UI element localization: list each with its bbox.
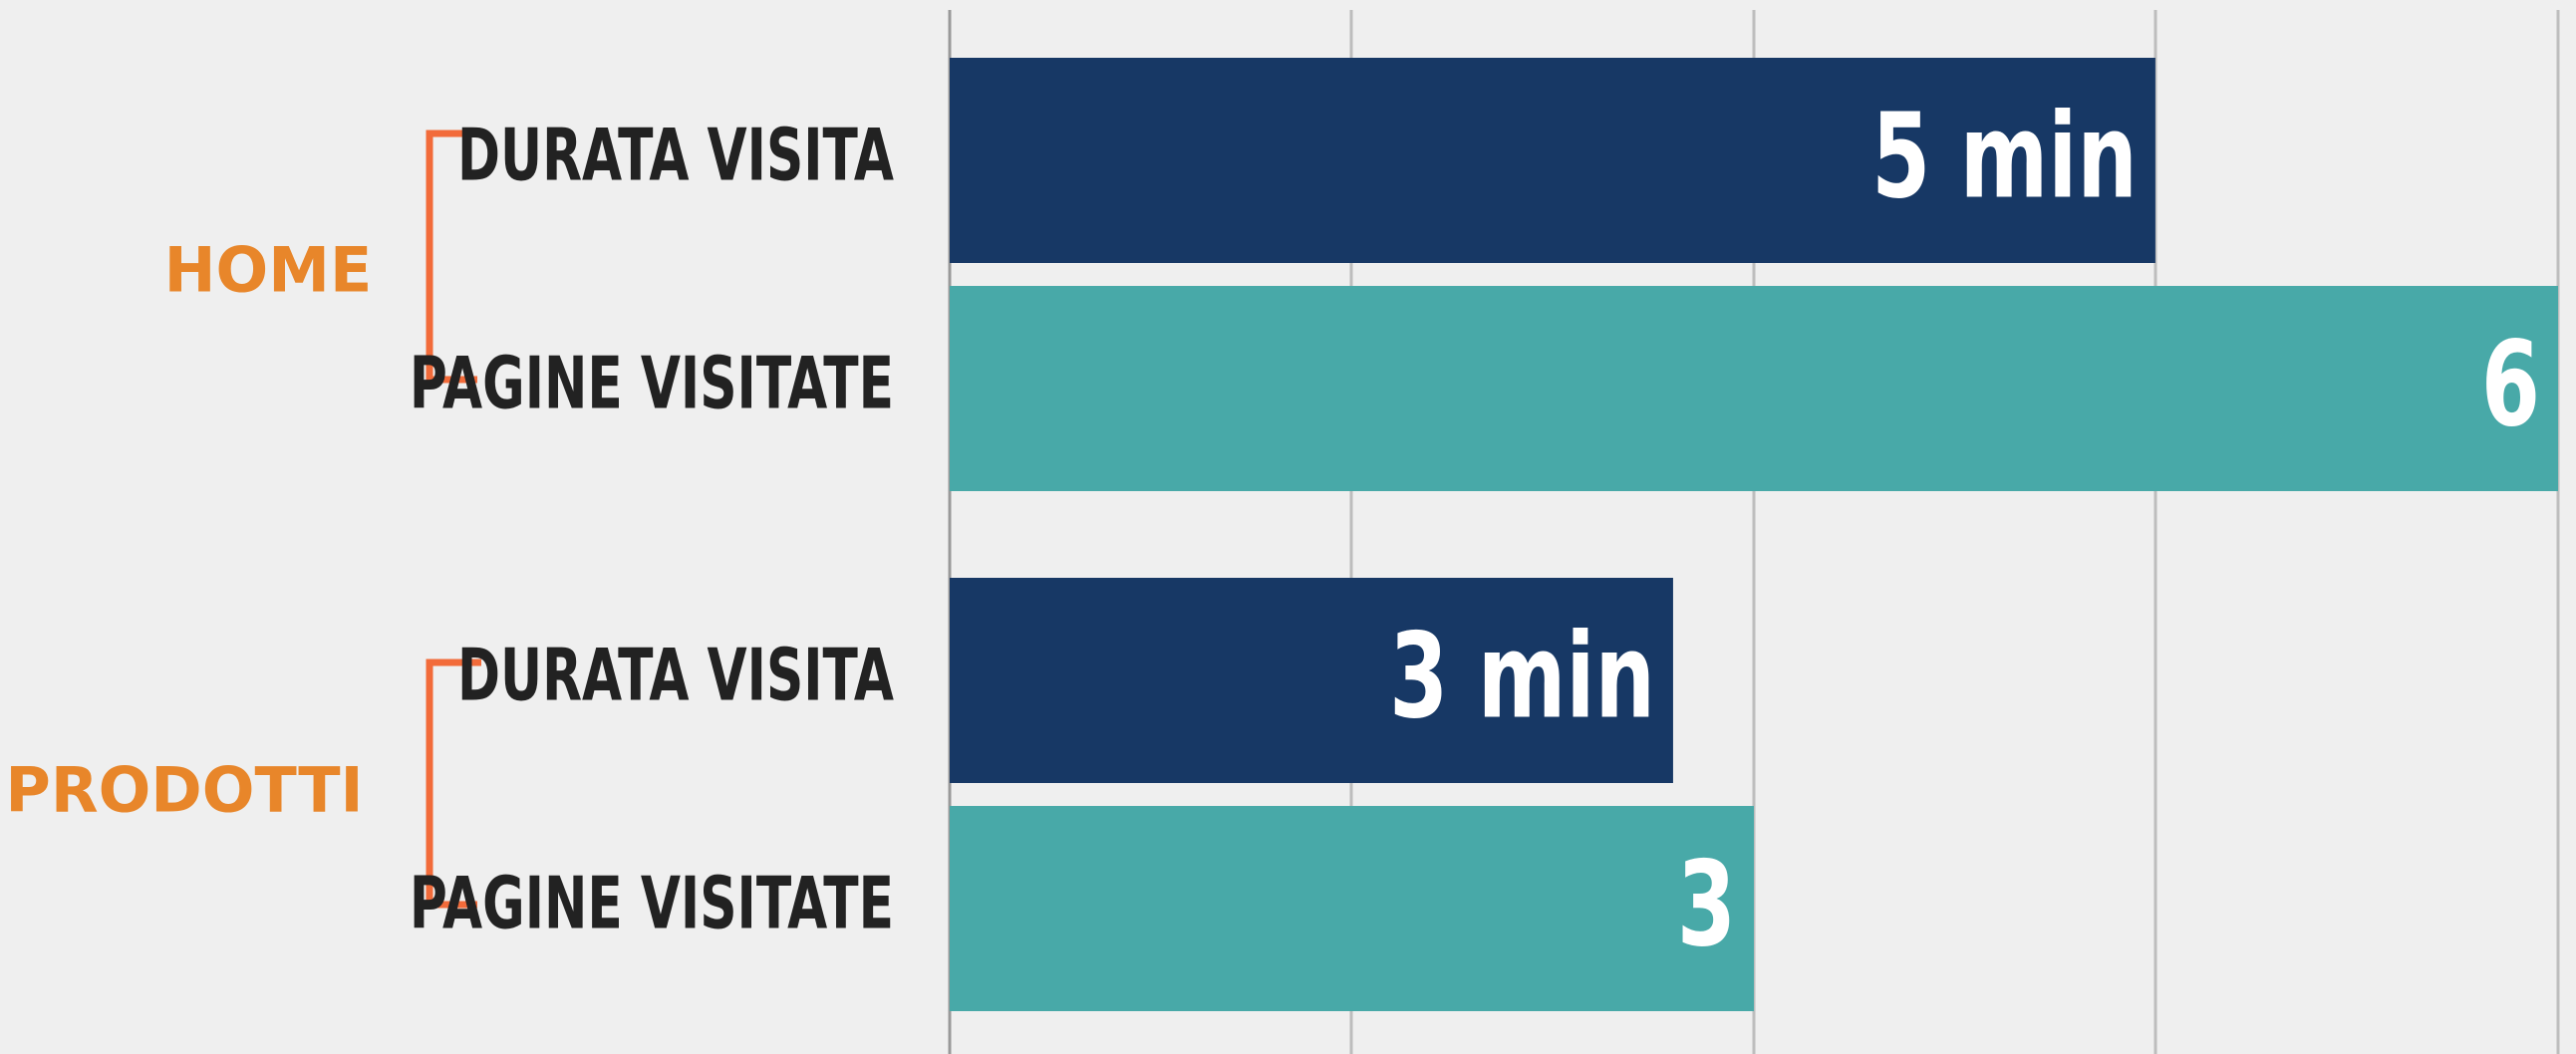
row-label: DURATA VISITA bbox=[457, 634, 894, 717]
bar bbox=[950, 286, 2558, 491]
brackets bbox=[426, 130, 481, 909]
bar bbox=[950, 578, 1673, 783]
value-label: 3 min bbox=[1389, 610, 1655, 746]
bracket bbox=[426, 659, 481, 909]
group-label: PRODOTTI bbox=[5, 754, 363, 827]
value-label: 3 bbox=[1677, 838, 1736, 974]
value-label: 6 bbox=[2481, 318, 2540, 454]
row-label: PAGINE VISITATE bbox=[410, 342, 894, 425]
bar bbox=[950, 806, 1754, 1011]
row-label: PAGINE VISITATE bbox=[410, 862, 894, 945]
bar bbox=[950, 58, 2155, 263]
value-label: 5 min bbox=[1871, 90, 2138, 226]
group-label: HOME bbox=[164, 234, 373, 307]
row-label: DURATA VISITA bbox=[457, 114, 894, 197]
bracket bbox=[426, 130, 481, 384]
